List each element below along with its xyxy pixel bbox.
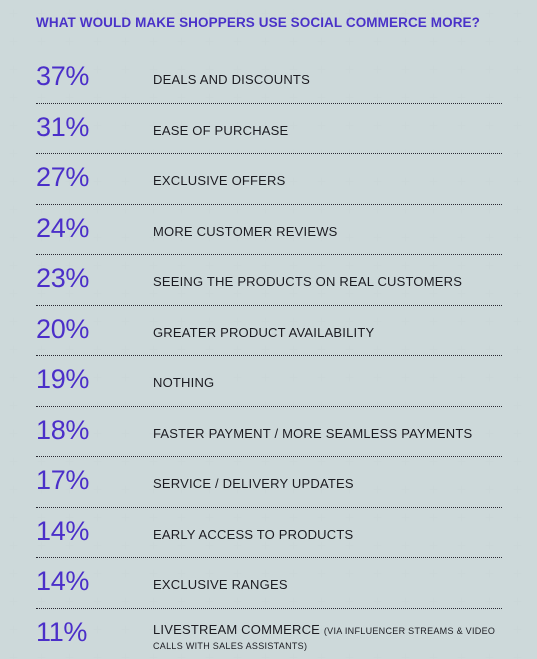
stat-list: 37% DEALS AND DISCOUNTS 31% EASE OF PURCHAS… <box>0 53 537 659</box>
stat-label-text: EXCLUSIVE RANGES <box>153 577 288 592</box>
stat-value: 14% <box>36 566 90 596</box>
stat-row: 11% LIVESTREAM COMMERCE (VIA INFLUENCER S… <box>0 609 537 659</box>
stat-label: DEALS AND DISCOUNTS <box>153 72 310 87</box>
row-divider <box>36 506 502 508</box>
stat-label: EARLY ACCESS TO PRODUCTS <box>153 527 353 542</box>
stat-label-text: SEEING THE PRODUCTS ON REAL CUSTOMERS <box>153 274 463 289</box>
row-divider <box>36 102 502 104</box>
stat-label-text: SERVICE / DELIVERY UPDATES <box>153 476 354 491</box>
stat-label-text: EXCLUSIVE OFFERS <box>153 173 286 188</box>
stat-value: 24% <box>36 212 90 243</box>
stat-value: 17% <box>36 465 90 495</box>
stat-label-text: MORE CUSTOMER REVIEWS <box>153 223 338 239</box>
stat-row: 14% EXCLUSIVE RANGES <box>0 558 537 609</box>
stat-row: 14% EARLY ACCESS TO PRODUCTS <box>0 508 537 558</box>
stat-value: 20% <box>36 313 90 344</box>
stat-label-text: GREATER PRODUCT AVAILABILITY <box>153 324 375 340</box>
stat-row: 17% SERVICE / DELIVERY UPDATES <box>0 457 537 508</box>
row-divider <box>36 557 502 558</box>
row-divider <box>36 203 502 205</box>
stat-row: 27% EXCLUSIVE OFFERS <box>0 154 537 205</box>
stat-label: NOTHING <box>153 375 214 390</box>
stat-label: GREATER PRODUCT AVAILABILITY <box>153 325 374 340</box>
row-divider <box>36 607 502 609</box>
stat-label: EASE OF PURCHASE <box>153 123 288 138</box>
stat-value: 27% <box>36 162 90 192</box>
stat-label-text: EARLY ACCESS TO PRODUCTS <box>153 526 354 542</box>
stat-label-text: NOTHING <box>153 375 215 390</box>
row-divider <box>36 355 502 356</box>
stat-label: MORE CUSTOMER REVIEWS <box>153 224 338 239</box>
row-divider <box>36 304 502 306</box>
stat-label-note: (VIA INFLUENCER STREAMS & VIDEO CALLS WI… <box>153 625 496 651</box>
stat-row: 23% SEEING THE PRODUCTS ON REAL CUSTOMERS <box>0 255 537 306</box>
stat-value: 14% <box>36 515 90 546</box>
stat-value: 23% <box>36 263 90 293</box>
stat-row: 37% DEALS AND DISCOUNTS <box>0 53 537 104</box>
stat-label-text: FASTER PAYMENT / MORE SEAMLESS PAYMENTS <box>153 425 473 441</box>
stat-row: 31% EASE OF PURCHASE <box>0 104 537 154</box>
stat-row: 18% FASTER PAYMENT / MORE SEAMLESS PAYMEN… <box>0 407 537 457</box>
stat-row: 19% NOTHING <box>0 356 537 407</box>
stat-label-text: EASE OF PURCHASE <box>153 122 289 138</box>
row-divider <box>36 405 502 407</box>
stat-row: 20% GREATER PRODUCT AVAILABILITY <box>0 306 537 356</box>
stat-value: 19% <box>36 364 90 394</box>
stat-value: 18% <box>36 414 90 445</box>
stat-label-text: DEALS AND DISCOUNTS <box>153 72 310 87</box>
stat-label: SEEING THE PRODUCTS ON REAL CUSTOMERS <box>153 274 462 289</box>
row-divider <box>36 153 502 154</box>
stat-label: LIVESTREAM COMMERCE (VIA INFLUENCER STRE… <box>153 621 513 653</box>
row-divider <box>36 456 502 457</box>
stat-label-text: LIVESTREAM COMMERCE <box>153 621 321 637</box>
stat-value: 11% <box>36 616 88 647</box>
stat-row: 24% MORE CUSTOMER REVIEWS <box>0 205 537 255</box>
stat-label: SERVICE / DELIVERY UPDATES <box>153 476 354 491</box>
stat-label: FASTER PAYMENT / MORE SEAMLESS PAYMENTS <box>153 426 472 441</box>
stat-value: 31% <box>36 111 90 142</box>
stat-label: EXCLUSIVE OFFERS <box>153 173 286 188</box>
chart-title: WHAT WOULD MAKE SHOPPERS USE SOCIAL COMM… <box>36 15 481 30</box>
stat-label: EXCLUSIVE RANGES <box>153 577 288 592</box>
row-divider <box>36 254 502 255</box>
stat-value: 37% <box>36 61 90 91</box>
